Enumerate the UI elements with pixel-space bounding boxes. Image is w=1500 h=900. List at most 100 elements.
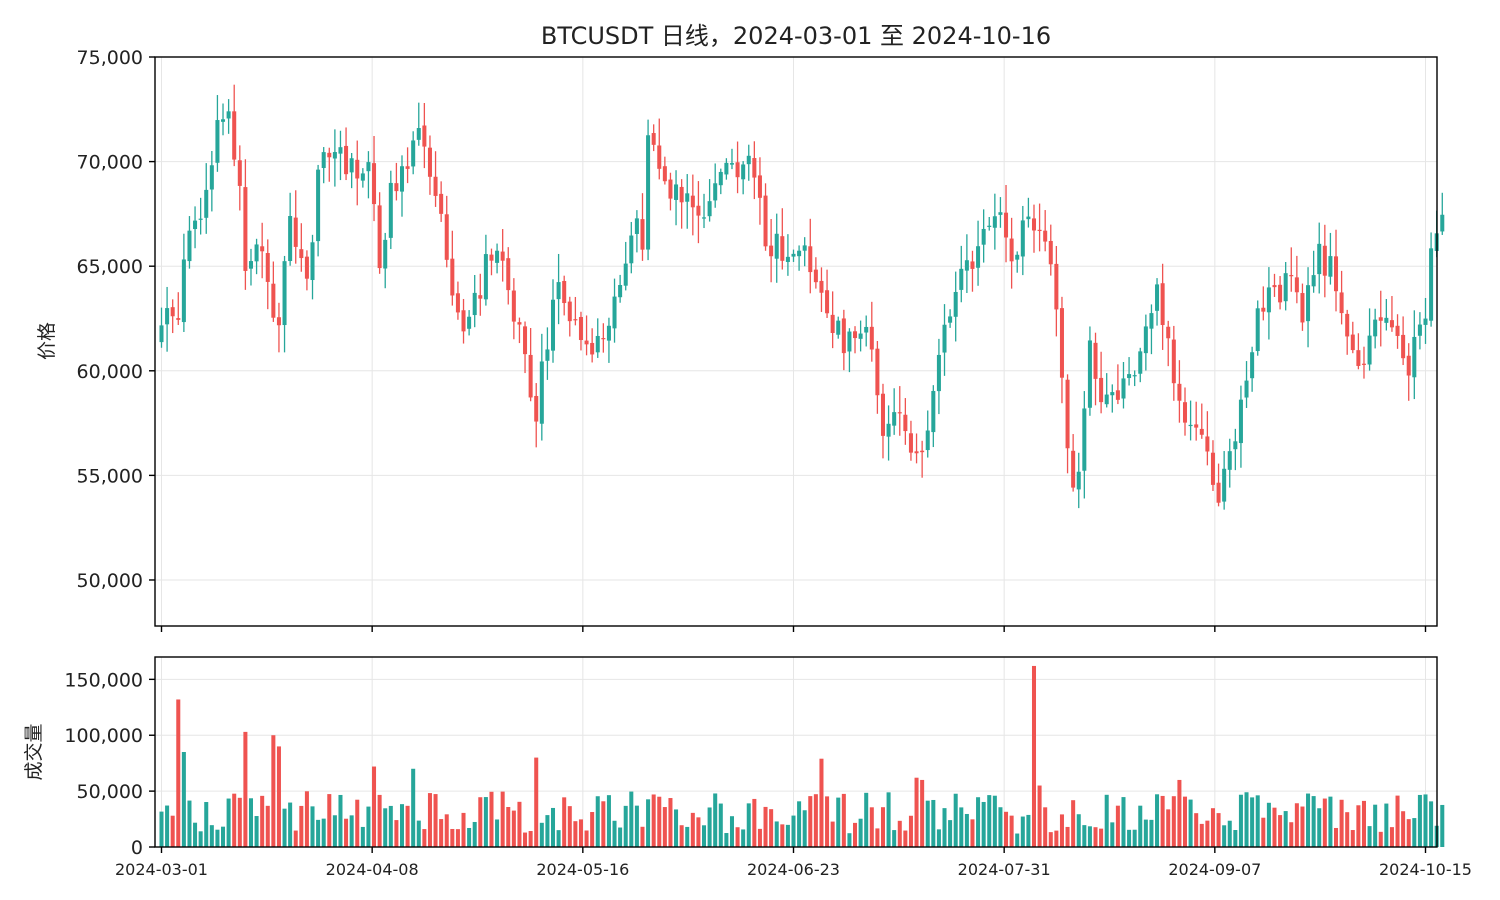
candle-2024-07-28 [992, 193, 997, 250]
candle-2024-05-02 [506, 247, 511, 305]
candle-2024-10-03 [1367, 308, 1372, 371]
candle-body [1199, 428, 1204, 435]
candle-2024-04-29 [489, 248, 494, 276]
candle-body [1076, 471, 1081, 490]
volume-bar-2024-10-04 [1373, 804, 1378, 847]
candle-2024-09-10 [1238, 385, 1243, 468]
candle-body [427, 147, 432, 177]
candle-body [388, 182, 393, 238]
candle-2024-03-14 [232, 84, 237, 167]
volume-bar-2024-04-05 [355, 799, 360, 847]
candle-body [1121, 378, 1126, 399]
candle-2024-07-05 [864, 315, 869, 347]
candle-body [1155, 284, 1160, 311]
volume-bar-2024-07-09 [886, 792, 891, 847]
volume-bar-2024-10-06 [1384, 803, 1389, 847]
volume-bar-2024-06-08 [713, 793, 718, 847]
volume-bar-2024-06-19 [774, 821, 779, 847]
candle-body [908, 433, 913, 453]
volume-bar-2024-10-12 [1417, 794, 1422, 847]
candle-body [1210, 452, 1215, 485]
volume-bar-2024-03-26 [299, 805, 304, 847]
candle-2024-04-02 [338, 130, 343, 181]
candle-2024-07-15 [920, 440, 925, 478]
candle-body [1423, 318, 1428, 325]
volume-bar-2024-03-29 [316, 819, 321, 847]
price-ytick-label: 55,000 [77, 465, 143, 487]
volume-bar-2024-09-24 [1317, 808, 1322, 847]
candle-2024-07-07 [875, 340, 880, 414]
candle-2024-06-15 [752, 141, 757, 200]
candle-body [869, 326, 874, 350]
volume-bar-2024-07-21 [953, 793, 958, 847]
candle-2024-07-22 [959, 245, 964, 303]
candle-2024-10-11 [1412, 310, 1417, 400]
volume-bar-2024-08-25 [1149, 819, 1154, 847]
candle-2024-03-18 [254, 238, 259, 275]
candle-2024-03-29 [316, 164, 321, 257]
candle-2024-03-22 [276, 302, 281, 353]
volume-bar-2024-10-01 [1356, 805, 1361, 847]
candle-body [618, 285, 623, 298]
candle-2024-05-14 [573, 296, 578, 326]
candle-2024-10-09 [1401, 316, 1406, 366]
candle-body [1222, 468, 1227, 502]
candle-2024-03-19 [260, 222, 265, 279]
candle-body [1004, 212, 1009, 238]
volume-bar-2024-04-22 [450, 828, 455, 847]
candle-2024-09-28 [1339, 270, 1344, 325]
candle-body [422, 125, 427, 147]
candle-body [1289, 275, 1294, 277]
candle-2024-05-31 [668, 172, 673, 211]
candle-body [1373, 319, 1378, 337]
candle-body [1071, 450, 1076, 488]
candle-body [433, 176, 438, 196]
volume-bar-2024-08-26 [1155, 794, 1160, 847]
candle-body [629, 235, 634, 264]
candle-2024-09-20 [1294, 255, 1299, 304]
volume-bar-2024-05-13 [567, 806, 572, 847]
candle-2024-09-25 [1322, 224, 1327, 298]
volume-bar-2024-06-14 [746, 803, 751, 847]
candle-2024-08-20 [1121, 362, 1126, 409]
candle-body [1182, 402, 1188, 423]
volume-bar-2024-03-23 [282, 808, 287, 847]
candle-body [813, 269, 818, 283]
volume-bar-2024-05-31 [668, 798, 673, 847]
volume-bar-2024-09-04 [1205, 820, 1210, 847]
candle-2024-05-04 [517, 317, 522, 344]
volume-bar-2024-06-11 [729, 816, 734, 847]
candle-2024-09-24 [1317, 222, 1322, 294]
candle-2024-04-27 [478, 273, 483, 316]
volume-bar-2024-06-03 [685, 826, 690, 847]
candle-2024-05-09 [545, 327, 550, 380]
candle-body [1261, 307, 1266, 312]
volume-ytick-label: 0 [131, 837, 143, 859]
candle-body [1250, 352, 1255, 379]
candle-2024-04-30 [495, 243, 500, 274]
candle-body [707, 201, 712, 217]
volume-bar-2024-07-31 [1009, 815, 1014, 847]
volume-bar-2024-07-17 [931, 799, 936, 847]
volume-bar-2024-10-03 [1367, 826, 1372, 847]
candle-body [606, 325, 611, 341]
candle-body [936, 354, 941, 392]
volume-bar-2024-04-15 [411, 768, 416, 847]
volume-bar-2024-05-22 [618, 827, 623, 847]
candle-body [1322, 245, 1327, 276]
volume-bar-2024-06-24 [802, 810, 807, 847]
candle-body [349, 158, 354, 173]
candle-2024-07-10 [892, 388, 897, 435]
candle-body [316, 169, 321, 242]
volume-axis-label: 成交量 [23, 723, 45, 780]
candle-body [735, 162, 740, 178]
candle-2024-10-04 [1373, 308, 1378, 349]
candle-body [472, 292, 477, 316]
volume-bar-2024-06-27 [819, 758, 824, 847]
volume-bar-2024-07-03 [853, 822, 858, 847]
x-tick-label: 2024-09-07 [1168, 860, 1261, 879]
candle-2024-06-16 [757, 157, 762, 225]
volume-bar-2024-08-01 [1015, 833, 1020, 847]
volume-bar-2024-04-24 [461, 812, 466, 847]
volume-bar-2024-09-09 [1233, 830, 1238, 847]
